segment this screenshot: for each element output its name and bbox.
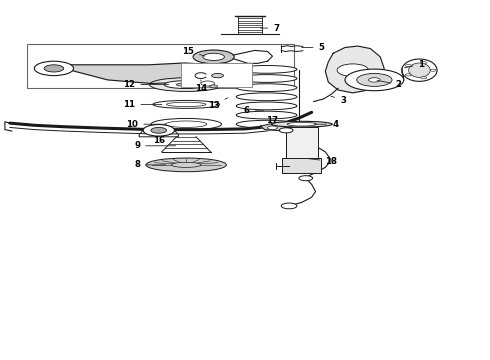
- Ellipse shape: [236, 84, 297, 91]
- Text: 9: 9: [134, 141, 175, 150]
- Polygon shape: [71, 63, 214, 84]
- Ellipse shape: [149, 78, 223, 91]
- Circle shape: [421, 77, 427, 79]
- Circle shape: [201, 81, 215, 86]
- Text: 11: 11: [123, 100, 162, 109]
- Ellipse shape: [271, 121, 332, 127]
- Circle shape: [212, 73, 223, 78]
- Text: 13: 13: [208, 98, 228, 109]
- Circle shape: [281, 203, 297, 209]
- Text: 18: 18: [309, 157, 337, 166]
- Ellipse shape: [176, 83, 196, 86]
- Circle shape: [279, 128, 293, 133]
- Ellipse shape: [167, 102, 206, 107]
- Circle shape: [368, 78, 380, 82]
- Ellipse shape: [236, 102, 297, 110]
- Ellipse shape: [236, 66, 297, 73]
- Circle shape: [299, 176, 313, 181]
- Bar: [286, 127, 318, 159]
- Text: 2: 2: [377, 80, 402, 89]
- Ellipse shape: [236, 111, 297, 119]
- Ellipse shape: [164, 81, 208, 89]
- Circle shape: [421, 62, 427, 64]
- Text: 3: 3: [331, 95, 346, 104]
- Text: 5: 5: [302, 43, 324, 52]
- Text: 12: 12: [123, 80, 169, 89]
- Ellipse shape: [151, 118, 221, 130]
- Text: 17: 17: [267, 116, 278, 125]
- Text: 1: 1: [405, 59, 424, 68]
- Polygon shape: [261, 122, 287, 131]
- Ellipse shape: [409, 63, 430, 77]
- Circle shape: [405, 64, 411, 67]
- Ellipse shape: [146, 158, 226, 172]
- Circle shape: [143, 125, 174, 136]
- Circle shape: [405, 74, 411, 76]
- Circle shape: [44, 65, 64, 72]
- Circle shape: [210, 85, 218, 88]
- Circle shape: [34, 61, 74, 76]
- Text: 16: 16: [153, 130, 165, 145]
- Ellipse shape: [287, 122, 317, 126]
- Ellipse shape: [166, 121, 207, 127]
- Text: 10: 10: [126, 120, 166, 129]
- Text: 7: 7: [261, 23, 279, 32]
- Ellipse shape: [236, 75, 297, 82]
- Text: 8: 8: [134, 161, 166, 169]
- Bar: [27, 44, 294, 88]
- Bar: [282, 158, 321, 173]
- Circle shape: [268, 126, 277, 130]
- Circle shape: [205, 67, 222, 73]
- Ellipse shape: [193, 50, 234, 64]
- Ellipse shape: [203, 53, 224, 60]
- Bar: [181, 63, 252, 87]
- Circle shape: [196, 64, 231, 77]
- Ellipse shape: [337, 64, 368, 77]
- Text: 6: 6: [244, 107, 264, 115]
- Ellipse shape: [172, 162, 201, 167]
- Circle shape: [430, 69, 436, 71]
- Ellipse shape: [236, 120, 297, 128]
- Text: 15: 15: [182, 46, 205, 56]
- Ellipse shape: [236, 93, 297, 101]
- Ellipse shape: [402, 59, 437, 81]
- Text: 4: 4: [315, 120, 338, 129]
- Text: 14: 14: [195, 80, 207, 93]
- Circle shape: [357, 73, 392, 86]
- Circle shape: [151, 127, 167, 133]
- Polygon shape: [325, 46, 384, 93]
- Circle shape: [345, 69, 404, 91]
- Ellipse shape: [153, 100, 220, 108]
